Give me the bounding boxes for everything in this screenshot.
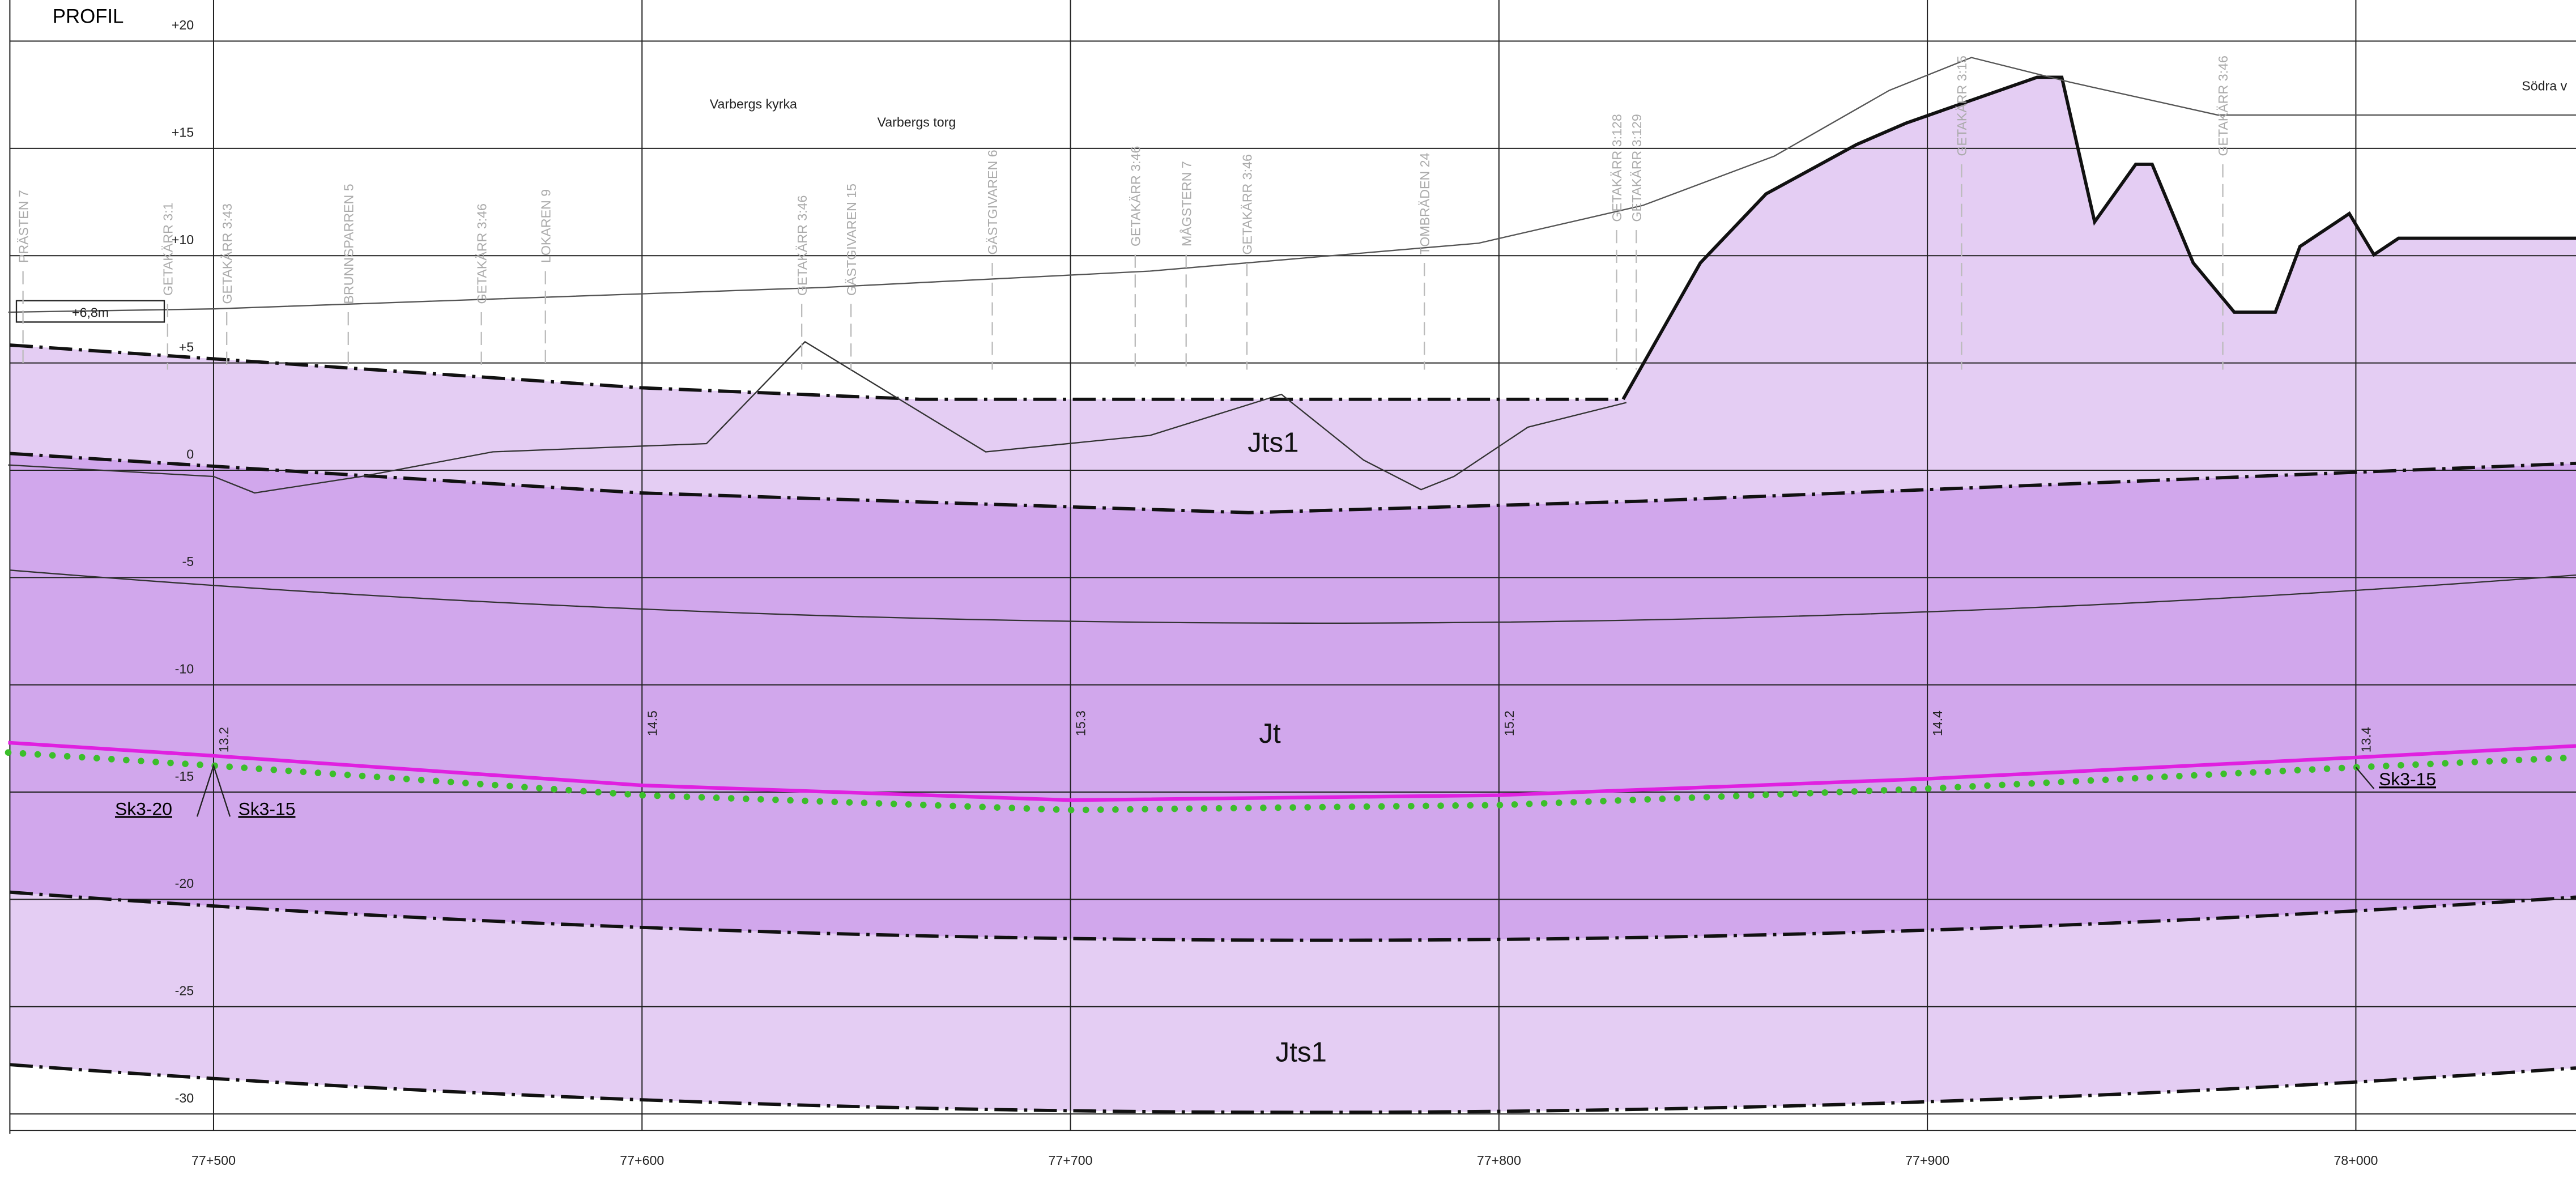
x-label: 77+900	[1905, 1153, 1949, 1168]
boundary	[10, 890, 2576, 942]
boundary	[10, 1063, 2576, 1114]
layers	[10, 77, 2576, 1113]
rock-line	[8, 341, 1627, 494]
depth-label: 13.4	[2359, 727, 2374, 752]
property-label: GETAKÄRR 3:15	[1955, 56, 1969, 156]
x-label: 77+600	[620, 1153, 664, 1168]
boundary	[1621, 75, 2576, 401]
property-label: GETAKÄRR 3:43	[220, 203, 235, 304]
x-label: 77+700	[1049, 1153, 1093, 1168]
layer-label: Jt	[1259, 718, 1281, 749]
x-label: 77+800	[1477, 1153, 1521, 1168]
place: Södra v	[2522, 79, 2567, 93]
property-label: GETAKÄRR 3:46	[2216, 56, 2230, 156]
y-label: +20	[172, 18, 194, 32]
property-label: TOMBRÄDEN 24	[1417, 152, 1432, 254]
y-label: -5	[182, 554, 194, 569]
scale-box	[15, 300, 165, 323]
point-label: Sk3-15	[2379, 769, 2436, 789]
middle-layer	[10, 453, 2576, 941]
depth-label: 15.3	[1074, 710, 1088, 736]
property-label: PRÄSTEN 7	[16, 190, 31, 263]
place: Varbergs kyrka	[710, 96, 797, 111]
y-label: -10	[175, 661, 194, 676]
bottom-layer	[10, 892, 2576, 1113]
grid	[9, 0, 2576, 1134]
terrain	[8, 57, 2576, 313]
property-label: GETAKÄRR 3:46	[1129, 146, 1143, 246]
property-label: GÄSTGIVAREN 6	[985, 150, 1000, 254]
property-label: GETAKÄRR 3:46	[474, 203, 489, 304]
thin-line	[10, 569, 2576, 624]
y-label: -20	[175, 876, 194, 891]
property-label: BRUNNSPARREN 5	[341, 184, 356, 304]
property-label: GÄSTGIVAREN 15	[844, 184, 859, 296]
labels: +20 +15 +10 +5 0 -5 -10 -15 -20 -25 -30 77+500 13.2 7…	[16, 18, 2378, 1168]
point-label: Sk3-20	[115, 798, 172, 819]
tunnel-line	[8, 741, 2576, 802]
property-label: MÅGSTERN 7	[1178, 161, 1194, 246]
boundaries	[10, 75, 2576, 1114]
y-label: +15	[172, 125, 194, 140]
property-label: GETAKÄRR 3:46	[795, 195, 810, 296]
leaders	[196, 763, 2375, 817]
boundary	[10, 343, 1624, 401]
property-label: GETAKÄRR 3:46	[1240, 154, 1255, 254]
title: PROFIL	[53, 6, 124, 28]
layer-label: Jts1	[1247, 427, 1298, 458]
x-label: 78+000	[2334, 1153, 2378, 1168]
green-dots	[5, 749, 2576, 814]
top-layer	[10, 77, 2576, 513]
property-label: LOKAREN 9	[538, 189, 553, 263]
x-label: 77+500	[191, 1153, 236, 1168]
boundary	[10, 452, 2576, 514]
point-label: Sk3-15	[238, 798, 295, 819]
property-label: GETAKÄRR 3:129	[1629, 114, 1644, 222]
property-label: GETAKÄRR 3:1	[160, 203, 175, 296]
scale-note: +6,8m	[72, 305, 109, 320]
y-label: -30	[175, 1091, 194, 1105]
depth-label: 13.2	[216, 727, 231, 752]
depth-label: 14.5	[645, 710, 659, 736]
y-label: +10	[172, 232, 194, 247]
place: Varbergs torg	[878, 114, 956, 129]
depth-label: 15.2	[1502, 710, 1517, 736]
y-label: 0	[186, 447, 194, 462]
y-label: -25	[175, 983, 194, 998]
y-label: +5	[179, 339, 194, 354]
property-label: GETAKÄRR 3:128	[1610, 114, 1624, 222]
depth-label: 14.4	[1930, 710, 1945, 736]
y-label: -15	[175, 769, 194, 784]
layer-label: Jts1	[1276, 1036, 1327, 1067]
